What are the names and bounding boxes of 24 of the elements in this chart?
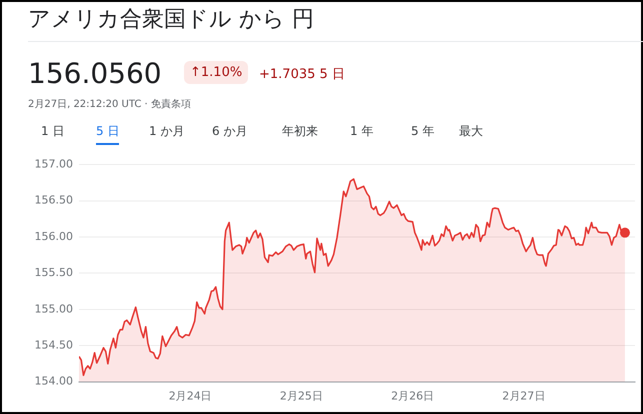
x-tick-label: 2月26日 (391, 389, 434, 402)
text: 最大 (459, 123, 483, 140)
y-tick-label: 154.00 (34, 374, 73, 388)
text: 1 年 (350, 123, 374, 140)
x-tick-label: 2月24日 (168, 389, 212, 402)
text: 5 年 (411, 123, 434, 140)
x-tick-label: 2月27日 (502, 389, 546, 402)
y-tick-label: 157.00 (34, 157, 73, 170)
text: 1 日 (41, 123, 64, 140)
text: 5 日 (96, 123, 120, 145)
text: +1.7035 5 日 (259, 66, 345, 83)
text: 1 か月 (149, 123, 184, 140)
text: 2月27日, 22:12:20 UTC · 免責条項 (28, 98, 191, 111)
text: 年初来 (282, 123, 318, 140)
x-tick-label: 2月25日 (280, 389, 323, 402)
y-tick-label: 154.50 (34, 338, 73, 352)
y-tick-label: 155.00 (34, 302, 73, 316)
chart-title: アメリカ合衆国ドル から 円 (28, 6, 314, 34)
text: 6 か月 (212, 123, 248, 140)
y-tick-label: 155.50 (34, 266, 73, 280)
text: ↑1.10% (184, 61, 248, 84)
y-tick-label: 156.00 (34, 230, 73, 243)
chart-subtitle: 156.0560 (28, 57, 162, 90)
y-tick-label: 156.50 (34, 194, 73, 207)
